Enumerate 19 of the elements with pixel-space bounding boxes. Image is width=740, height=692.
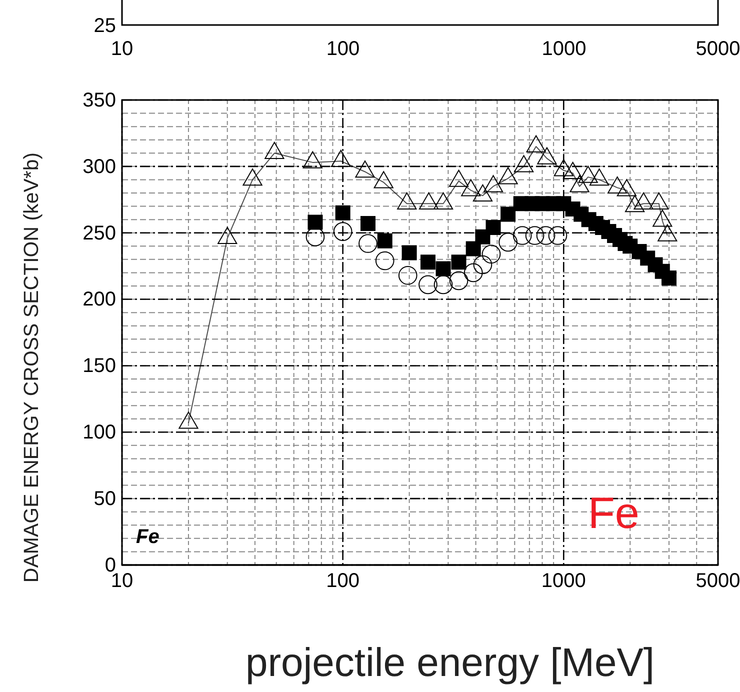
y-tick-label: 250 [82, 222, 116, 244]
y-tick-label: 350 [82, 89, 116, 112]
y-tick-label: 100 [82, 422, 116, 444]
y-tick-label: 200 [82, 288, 116, 311]
annotation: Fe [588, 489, 640, 538]
x-tick-label: 5000 [696, 570, 740, 592]
y-tick-label: 300 [82, 156, 116, 178]
text: 100 [326, 38, 360, 60]
y-tick-label: 50 [94, 488, 116, 510]
text: 10 [110, 38, 134, 60]
y-axis-title: DAMAGE ENERGY CROSS SECTION (keV*b) [20, 152, 43, 583]
x-tick-label: 1000 [541, 570, 586, 592]
annotation: Fe [136, 526, 160, 548]
text: 5000 [696, 38, 740, 60]
y-tick-label: 150 [82, 355, 116, 378]
text: 25 [94, 15, 116, 37]
text: 1000 [542, 38, 586, 60]
x-axis-title: projectile energy [MeV] [245, 641, 655, 685]
x-tick-label: 100 [326, 570, 360, 592]
